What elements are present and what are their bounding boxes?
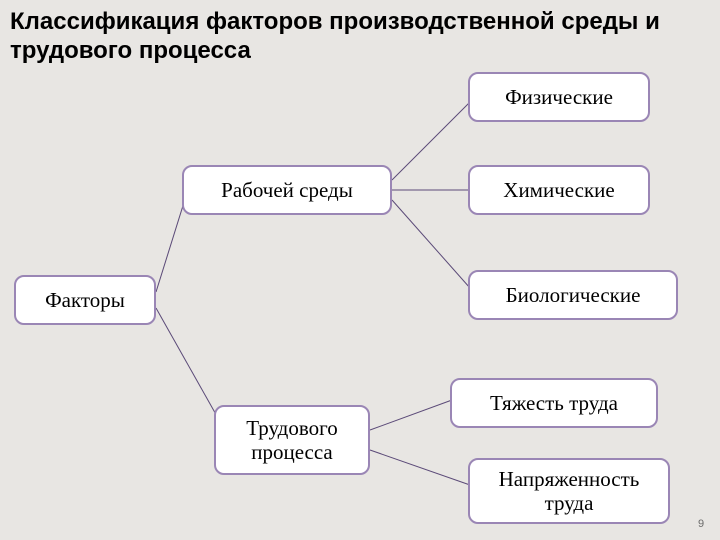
node-chem: Химические (468, 165, 650, 215)
edge-root-env (156, 196, 186, 292)
node-phys: Физические (468, 72, 650, 122)
edge-labor-tens (370, 450, 470, 485)
node-labor: Трудового процесса (214, 405, 370, 475)
node-sever: Тяжесть труда (450, 378, 658, 428)
node-bio: Биологические (468, 270, 678, 320)
node-env: Рабочей среды (182, 165, 392, 215)
node-tens: Напряженность труда (468, 458, 670, 524)
edge-root-labor (156, 308, 218, 418)
page-title: Классификация факторов производственной … (10, 8, 710, 66)
edge-labor-sever (370, 400, 452, 430)
node-root: Факторы (14, 275, 156, 325)
page-number: 9 (698, 518, 704, 530)
edge-env-phys (392, 102, 470, 180)
diagram-canvas: Классификация факторов производственной … (0, 0, 720, 540)
edge-env-bio (392, 200, 470, 288)
